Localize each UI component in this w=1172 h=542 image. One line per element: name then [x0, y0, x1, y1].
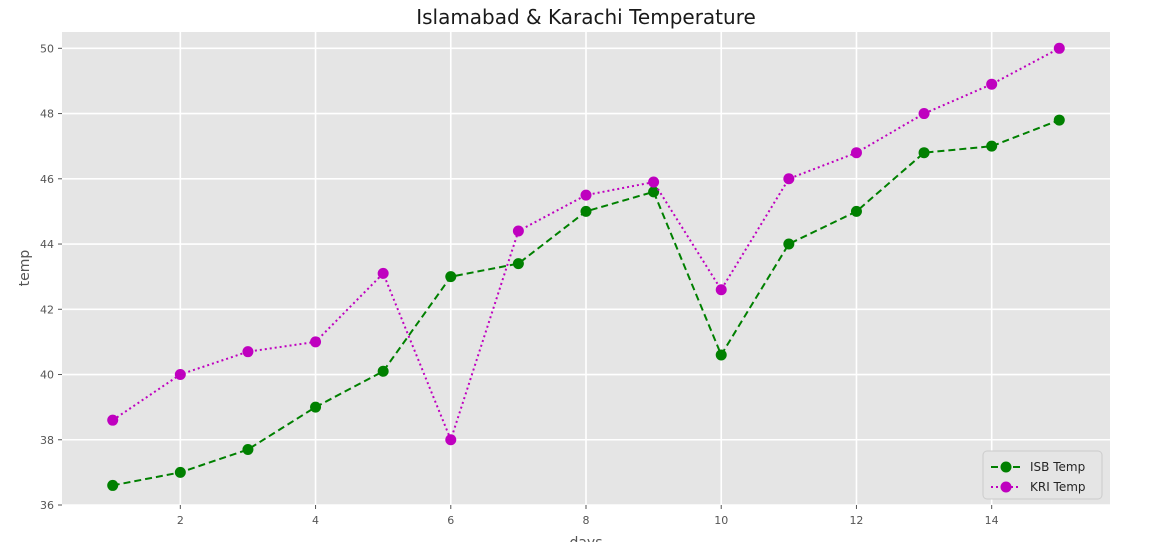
data-point: [580, 189, 592, 201]
y-tick-label: 50: [40, 42, 54, 55]
series-kri-temp: [107, 42, 1065, 446]
x-axis-label: days: [569, 535, 602, 542]
data-point: [715, 349, 727, 361]
x-tick-label: 14: [985, 514, 999, 527]
legend-label: ISB Temp: [1030, 460, 1085, 474]
data-point: [918, 108, 930, 120]
data-point: [377, 365, 389, 377]
data-point: [174, 466, 186, 478]
data-point: [445, 271, 457, 283]
data-point: [107, 479, 119, 491]
data-point: [512, 225, 524, 237]
x-tick-label: 6: [447, 514, 454, 527]
data-point: [918, 147, 930, 159]
data-point: [715, 284, 727, 296]
x-tick-label: 2: [177, 514, 184, 527]
data-point: [1053, 114, 1065, 126]
data-point: [107, 414, 119, 426]
legend-label: KRI Temp: [1030, 480, 1086, 494]
data-point: [445, 434, 457, 446]
data-point: [783, 238, 795, 250]
x-tick-label: 10: [714, 514, 728, 527]
x-tick-label: 12: [849, 514, 863, 527]
y-tick-label: 42: [40, 303, 54, 316]
x-tick-label: 8: [583, 514, 590, 527]
legend-marker: [1000, 481, 1012, 493]
y-tick-label: 46: [40, 173, 54, 186]
y-tick-label: 44: [40, 238, 54, 251]
chart-title: Islamabad & Karachi Temperature: [416, 5, 756, 29]
data-point: [648, 186, 660, 198]
legend-marker: [1000, 461, 1012, 473]
data-point: [377, 267, 389, 279]
data-point: [174, 369, 186, 381]
series-layer: [107, 42, 1065, 491]
data-point: [783, 173, 795, 185]
y-tick-label: 38: [40, 434, 54, 447]
data-point: [850, 147, 862, 159]
data-point: [986, 140, 998, 152]
data-point: [1053, 42, 1065, 54]
x-tick-label: 4: [312, 514, 319, 527]
legend: ISB Temp KRI Temp: [982, 450, 1103, 500]
data-point: [580, 205, 592, 217]
data-point: [512, 258, 524, 270]
data-point: [310, 401, 322, 413]
series-line: [112, 47, 1060, 443]
y-tick-label: 40: [40, 369, 54, 382]
data-point: [648, 176, 660, 188]
grid: [62, 32, 1110, 506]
data-point: [242, 346, 254, 358]
y-tick-label: 36: [40, 499, 54, 512]
data-point: [850, 205, 862, 217]
data-point: [986, 78, 998, 90]
y-tick-label: 48: [40, 108, 54, 121]
series-isb-temp: [107, 114, 1065, 491]
y-axis-label: temp: [17, 250, 33, 287]
data-point: [242, 444, 254, 456]
y-axis: 36 38 40 42 44 46 48 50: [40, 42, 62, 512]
x-axis: 2 4 6 8 10 12 14: [177, 505, 999, 527]
data-point: [310, 336, 322, 348]
